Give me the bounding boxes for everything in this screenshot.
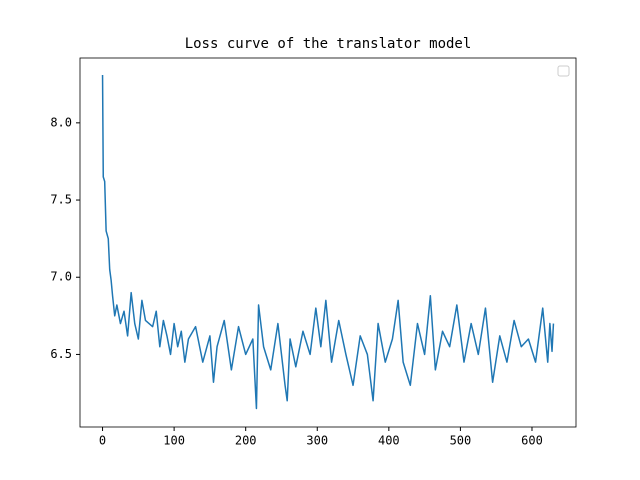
chart-title: Loss curve of the translator model (185, 36, 472, 52)
x-tick-label: 400 (378, 434, 400, 448)
y-tick-label: 7.0 (50, 270, 72, 284)
plot-frame (79, 57, 577, 428)
x-tick-label: 600 (521, 434, 543, 448)
x-tick-label: 300 (306, 434, 328, 448)
x-tick-label: 100 (163, 434, 185, 448)
x-tick-label: 0 (99, 434, 106, 448)
x-tick-label: 200 (235, 434, 257, 448)
y-tick-label: 7.5 (50, 193, 72, 207)
loss-line (101, 74, 555, 410)
y-tick-label: 8.0 (50, 115, 72, 129)
x-tick-label: 500 (450, 434, 472, 448)
y-tick-label: 6.5 (50, 347, 72, 361)
legend-box (557, 65, 570, 77)
